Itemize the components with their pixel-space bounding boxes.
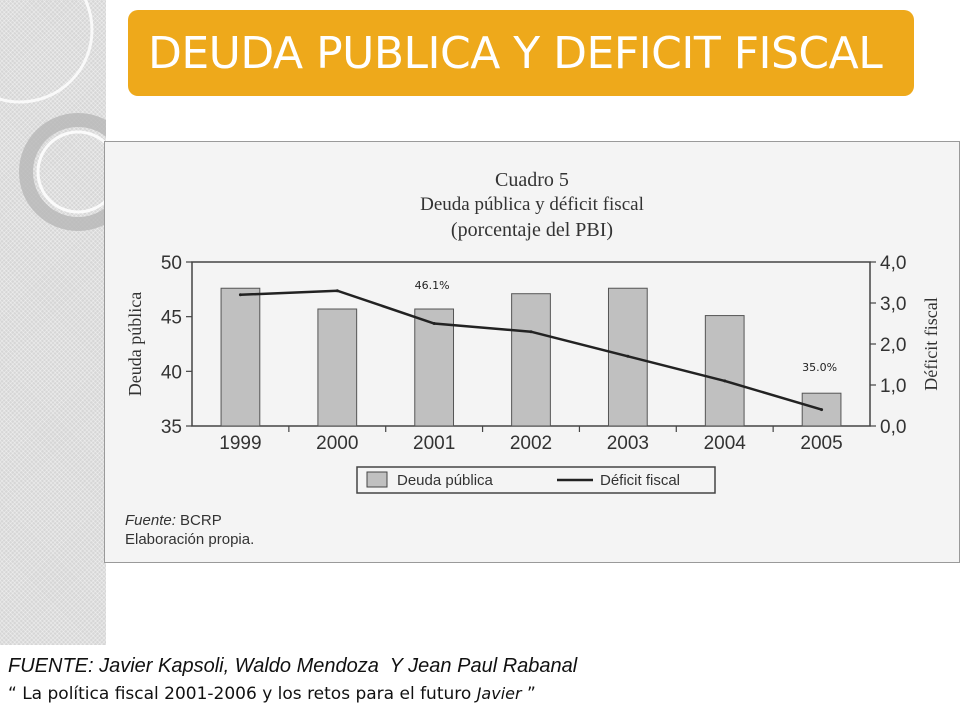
source-publication-title: “ La política fiscal 2001-2006 y los ret… <box>8 684 477 704</box>
annotation-label: 35.0% <box>802 361 837 374</box>
bar-deuda-2001 <box>414 308 455 427</box>
y-right-tick-label: 2,0 <box>880 335 906 356</box>
x-tick-label: 2003 <box>607 433 649 454</box>
footnote-source: Fuente: BCRP <box>125 512 222 529</box>
slide-title: DEUDA PUBLICA Y DEFICIT FISCAL <box>148 27 883 79</box>
x-tick-label: 2000 <box>316 433 358 454</box>
point-deficit-2005 <box>820 408 824 412</box>
x-tick-label: 2004 <box>704 433 747 454</box>
y-right-tick-label: 4,0 <box>880 253 906 274</box>
decorative-rings <box>0 0 106 231</box>
footnote-source-label: Fuente: <box>125 512 176 529</box>
y-right-tick-label: 0,0 <box>880 417 906 438</box>
y-right-tick-label: 3,0 <box>880 294 906 315</box>
decorative-side-strip <box>0 0 106 645</box>
bar-deuda-2004 <box>704 315 745 427</box>
chart-svg: Cuadro 5 Deuda pública y déficit fiscal … <box>125 169 941 548</box>
x-tick-label: 2005 <box>800 433 842 454</box>
point-deficit-2000 <box>335 289 339 293</box>
chart-subtitle-unit: (porcentaje del PBI) <box>451 219 613 241</box>
plot-area: 35 40 45 50 0,0 1,0 2,0 3,0 4,0 1999 2000 2001 2002 2… <box>161 253 907 454</box>
y-left-tick-label: 50 <box>161 253 182 274</box>
legend-label-deuda: Deuda pública <box>397 472 494 489</box>
point-deficit-2002 <box>529 330 533 334</box>
point-deficit-1999 <box>238 293 242 297</box>
x-tick-label: 2002 <box>510 433 552 454</box>
bar-deuda-1999 <box>220 287 261 427</box>
point-deficit-2003 <box>626 354 630 358</box>
source-publication-author: Javier <box>476 684 522 703</box>
y-axis-left-label: Deuda pública <box>125 292 145 396</box>
footnote-source-value: BCRP <box>176 512 222 529</box>
footnote-elaboration: Elaboración propia. <box>125 531 254 548</box>
chart-legend: Deuda pública Déficit fiscal <box>356 466 716 494</box>
y-axis-right-label: Déficit fiscal <box>921 297 941 390</box>
chart-figure: Cuadro 5 Deuda pública y déficit fiscal … <box>104 141 960 563</box>
source-publication-close: ” <box>521 684 536 704</box>
point-deficit-2004 <box>723 379 727 383</box>
y-right-tick-label: 1,0 <box>880 376 906 397</box>
point-deficit-2001 <box>432 322 436 325</box>
source-authors: FUENTE: Javier Kapsoli, Waldo Mendoza Y … <box>8 655 578 677</box>
legend-bar-swatch <box>366 471 388 488</box>
legend-box <box>356 466 716 494</box>
bar-deuda-2000 <box>317 308 358 427</box>
y-left-tick-label: 40 <box>161 362 182 383</box>
y-left-tick-label: 35 <box>161 417 182 438</box>
bar-deuda-2002 <box>511 293 551 427</box>
y-left-tick-label: 45 <box>161 308 182 329</box>
chart-subtitle: Deuda pública y déficit fiscal <box>420 194 644 215</box>
legend-label-deficit: Déficit fiscal <box>600 472 680 489</box>
x-tick-label: 1999 <box>219 433 261 454</box>
title-banner: DEUDA PUBLICA Y DEFICIT FISCAL <box>128 10 914 96</box>
x-tick-label: 2001 <box>413 433 455 454</box>
source-publication: “ La política fiscal 2001-2006 y los ret… <box>8 684 577 704</box>
chart-title: Cuadro 5 <box>495 169 569 191</box>
source-citation: FUENTE: Javier Kapsoli, Waldo Mendoza Y … <box>8 655 577 704</box>
annotation-label: 46.1% <box>415 279 450 292</box>
